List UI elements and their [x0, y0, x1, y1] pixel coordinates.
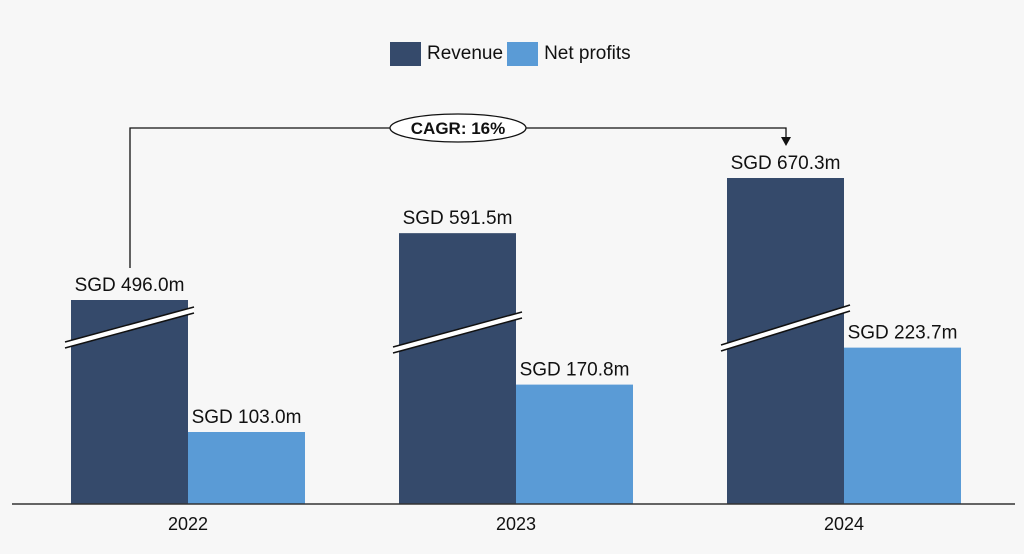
- axis-break-gap-2023: [393, 312, 522, 353]
- axis-break-line-2023: [392, 317, 523, 354]
- axis-break-line-2023: [392, 311, 523, 348]
- axis-break-gap-2022: [65, 307, 194, 348]
- net-profits-data-label-2023: SGD 170.8m: [520, 360, 630, 381]
- net-profits-data-label-2024: SGD 223.7m: [848, 323, 958, 344]
- axis-break-line-2022: [64, 306, 195, 343]
- legend-swatch-revenue: [390, 42, 421, 66]
- legend-label-revenue: Revenue: [427, 43, 504, 64]
- cagr-label: CAGR: 16%: [411, 119, 505, 138]
- net-profits-bar-2023: [516, 384, 633, 504]
- cagr-badge: [389, 113, 527, 143]
- axis-break-line-2024: [720, 310, 851, 352]
- axis-break-gap-2024: [721, 305, 850, 351]
- revenue-data-label-2024: SGD 670.3m: [731, 153, 841, 174]
- revenue-bar-2023: [399, 233, 516, 505]
- legend-label-net-profits: Net profits: [544, 43, 631, 64]
- cagr-arrowhead-icon: [781, 137, 791, 146]
- legend: Revenue Net profits: [390, 42, 635, 66]
- legend-swatch-net-profits: [507, 42, 539, 66]
- x-tick-label-2023: 2023: [496, 514, 536, 534]
- net-profits-bar-2024: [844, 347, 961, 504]
- revenue-data-label-2022: SGD 496.0m: [75, 275, 185, 296]
- revenue-bar-2022: [71, 300, 188, 504]
- net-profits-bar-2022: [188, 432, 305, 504]
- x-tick-label-2022: 2022: [168, 514, 208, 534]
- legend-item-net-profits: Net profits: [507, 42, 631, 66]
- legend-item-revenue: Revenue: [390, 42, 503, 66]
- x-tick-label-2024: 2024: [824, 514, 864, 534]
- axis-break-line-2024: [720, 304, 851, 346]
- revenue-data-label-2023: SGD 591.5m: [403, 208, 513, 229]
- net-profits-data-label-2022: SGD 103.0m: [192, 407, 302, 428]
- axis-break-line-2022: [64, 312, 195, 349]
